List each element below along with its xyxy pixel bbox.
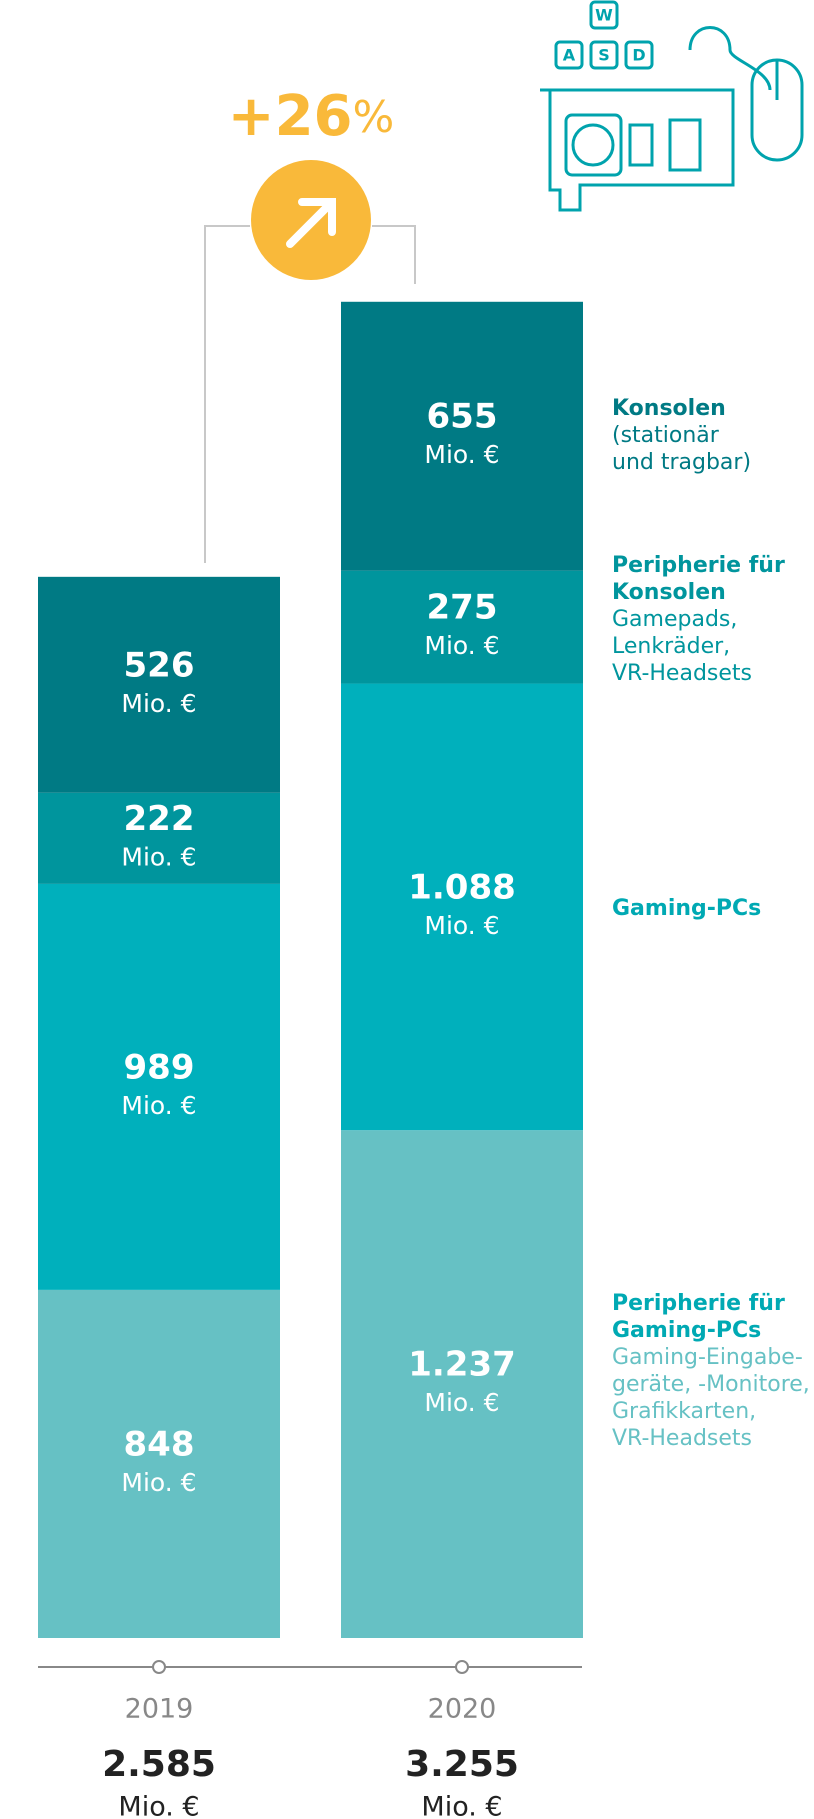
svg-text:A: A (563, 46, 576, 65)
legend-description: Lenkräder, (612, 634, 731, 659)
axis-dot (152, 1660, 166, 1674)
svg-text:D: D (632, 46, 645, 65)
bar-segment (341, 301, 583, 571)
bar-segment (38, 883, 280, 1290)
value-unit: Mio. € (121, 1091, 196, 1120)
growth-label: +26% (228, 84, 395, 149)
bar-segment (38, 1289, 280, 1638)
value-label: 1.088 (408, 867, 516, 907)
legend-name: Peripherie für Gaming-PCs (612, 1291, 785, 1343)
bar-segment (341, 1130, 583, 1638)
growth-arrow (286, 198, 336, 248)
legend-description: VR-Headsets (612, 661, 752, 686)
legend-entry: Peripherie für Konsolen Gamepads, Lenkräde… (612, 552, 814, 687)
value-unit: Mio. € (424, 1388, 499, 1417)
legend-name: Peripherie für Konsolen (612, 553, 785, 605)
hardware-icon: W A S D (540, 0, 804, 212)
total-label: 3.255 (405, 1744, 519, 1785)
legend-name: Gaming-PCs (612, 896, 762, 921)
value-label: 989 (124, 1047, 195, 1087)
legend-entry: Konsolen (stationär und tragbar) (612, 395, 814, 476)
legend-entry: Gaming-PCs (612, 895, 814, 922)
legend-name: Konsolen (612, 396, 726, 421)
value-unit: Mio. € (424, 631, 499, 660)
legend-description: und tragbar) (612, 450, 752, 475)
bar-segment (38, 792, 280, 884)
svg-text:S: S (598, 46, 610, 65)
value-unit: Mio. € (121, 1468, 196, 1497)
legend-description: (stationär (612, 423, 719, 448)
svg-text:W: W (595, 6, 613, 25)
value-label: 1.237 (408, 1345, 516, 1385)
legend-description: VR-Headsets (612, 1426, 752, 1451)
total-label: 2.585 (102, 1744, 216, 1785)
total-unit: Mio. € (118, 1792, 199, 1819)
legend-description: Gaming-Eingabe- (612, 1345, 803, 1370)
bar-segment (38, 576, 280, 793)
value-label: 655 (427, 397, 498, 437)
total-unit: Mio. € (421, 1792, 502, 1819)
value-unit: Mio. € (424, 440, 499, 469)
value-label: 222 (124, 799, 195, 839)
legend-description: Grafikkarten, (612, 1399, 757, 1424)
value-unit: Mio. € (121, 689, 196, 718)
x-tick-label: 2019 (125, 1694, 194, 1725)
legend-description: geräte, -Monitore, (612, 1372, 810, 1397)
value-unit: Mio. € (121, 842, 196, 871)
value-label: 275 (427, 588, 498, 628)
growth-unit: % (353, 92, 395, 143)
legend-description: Gamepads, (612, 607, 738, 632)
growth-value: +26 (228, 84, 353, 149)
bar-segment (341, 683, 583, 1131)
value-unit: Mio. € (424, 911, 499, 940)
value-label: 526 (124, 645, 195, 685)
axis-dot (455, 1660, 469, 1674)
bar-segment (341, 570, 583, 684)
growth-bracket (204, 225, 416, 563)
legend-entry: Peripherie für Gaming-PCs Gaming-Eingabe-… (612, 1290, 814, 1452)
value-label: 848 (124, 1424, 195, 1464)
x-tick-label: 2020 (428, 1694, 497, 1725)
